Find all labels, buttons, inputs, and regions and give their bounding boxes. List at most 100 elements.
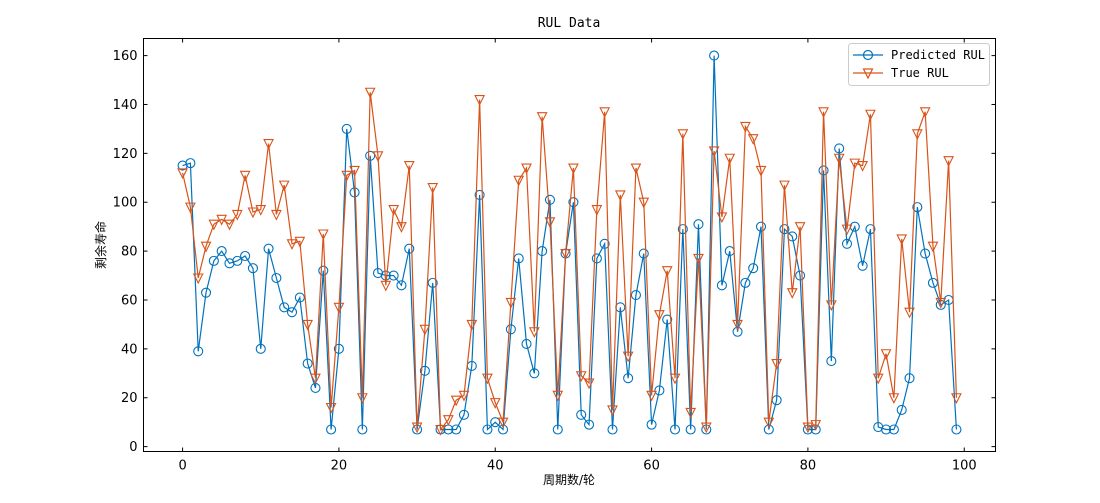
point-true bbox=[693, 253, 704, 265]
point-predicted bbox=[208, 255, 219, 266]
point-true bbox=[435, 424, 446, 436]
point-true bbox=[614, 190, 626, 202]
point-predicted bbox=[294, 292, 305, 303]
point-predicted bbox=[326, 424, 337, 435]
point-true bbox=[700, 422, 712, 434]
point-predicted bbox=[591, 253, 602, 264]
point-true bbox=[231, 209, 243, 221]
y-tick-label: 40 bbox=[121, 342, 138, 357]
point-true bbox=[505, 297, 517, 309]
point-predicted bbox=[763, 424, 774, 435]
point-predicted bbox=[349, 187, 360, 198]
legend-marker-predicted bbox=[862, 49, 874, 61]
point-true bbox=[302, 319, 314, 331]
y-tick-label: 20 bbox=[121, 391, 138, 406]
y-tick-label: 160 bbox=[113, 49, 138, 64]
point-true bbox=[317, 229, 329, 241]
point-predicted bbox=[646, 419, 657, 430]
point-predicted bbox=[224, 258, 235, 269]
point-true bbox=[216, 214, 228, 226]
point-true bbox=[669, 373, 681, 385]
point-true bbox=[396, 222, 407, 233]
point-true bbox=[341, 170, 353, 182]
point-true bbox=[607, 405, 618, 417]
y-tick-label: 120 bbox=[113, 147, 138, 162]
point-true bbox=[403, 161, 415, 172]
point-predicted bbox=[255, 343, 266, 354]
point-true bbox=[466, 319, 478, 331]
point-true bbox=[724, 153, 736, 165]
point-predicted bbox=[693, 219, 704, 230]
point-predicted bbox=[404, 243, 415, 254]
point-true bbox=[591, 205, 603, 216]
x-axis-label: 周期数/轮 bbox=[543, 472, 595, 487]
point-true bbox=[779, 180, 790, 192]
point-predicted bbox=[302, 358, 313, 369]
y-tick-label: 0 bbox=[129, 440, 137, 455]
point-predicted bbox=[623, 373, 634, 384]
point-true bbox=[442, 415, 454, 426]
point-predicted bbox=[216, 246, 227, 257]
point-true bbox=[646, 390, 657, 402]
point-predicted bbox=[185, 158, 196, 169]
point-true bbox=[888, 393, 900, 404]
point-true bbox=[544, 217, 556, 229]
point-predicted bbox=[912, 202, 923, 213]
point-predicted bbox=[240, 250, 251, 262]
point-true bbox=[419, 324, 431, 336]
point-true bbox=[513, 175, 525, 187]
point-predicted bbox=[286, 307, 298, 318]
point-true bbox=[880, 349, 892, 360]
point-predicted bbox=[873, 422, 884, 433]
point-predicted bbox=[318, 265, 329, 276]
point-true bbox=[325, 402, 337, 414]
point-true bbox=[896, 234, 908, 246]
point-predicted bbox=[341, 123, 352, 134]
y-tick-label: 80 bbox=[121, 245, 138, 260]
point-predicted bbox=[755, 221, 767, 232]
point-predicted bbox=[498, 424, 509, 435]
point-predicted bbox=[896, 404, 907, 416]
point-true bbox=[716, 212, 728, 224]
point-true bbox=[192, 273, 204, 285]
point-predicted bbox=[529, 368, 540, 379]
point-true bbox=[794, 222, 806, 233]
point-predicted bbox=[865, 224, 876, 235]
point-true bbox=[927, 241, 939, 253]
point-true bbox=[857, 161, 869, 172]
point-true bbox=[521, 163, 532, 175]
y-tick-label: 140 bbox=[113, 98, 138, 113]
point-predicted bbox=[669, 424, 681, 435]
point-predicted bbox=[716, 280, 727, 291]
point-predicted bbox=[881, 424, 892, 435]
point-predicted bbox=[427, 277, 438, 288]
point-predicted bbox=[607, 424, 618, 435]
point-predicted bbox=[372, 268, 384, 279]
point-true bbox=[786, 288, 798, 299]
point-true bbox=[825, 300, 837, 312]
chart-title: RUL Data bbox=[538, 16, 601, 31]
point-true bbox=[278, 180, 290, 192]
point-true bbox=[294, 236, 306, 248]
x-tick-label: 60 bbox=[643, 459, 660, 474]
point-predicted bbox=[583, 419, 595, 430]
point-true bbox=[654, 310, 665, 321]
point-predicted bbox=[505, 324, 516, 335]
x-tick-label: 20 bbox=[331, 459, 348, 474]
point-true bbox=[411, 422, 423, 434]
point-predicted bbox=[857, 260, 868, 271]
point-true bbox=[732, 319, 743, 331]
point-true bbox=[943, 156, 954, 167]
point-true bbox=[622, 351, 634, 363]
axis-ticks: 0 20 40 60 80 100 0 20 40 60 80 100 120 140 160 bbox=[113, 38, 996, 474]
point-predicted bbox=[654, 385, 665, 396]
point-true bbox=[349, 165, 360, 177]
point-true bbox=[224, 219, 235, 231]
point-true bbox=[489, 398, 501, 409]
point-true bbox=[427, 183, 439, 194]
point-true bbox=[333, 302, 345, 314]
point-true bbox=[583, 378, 595, 390]
point-predicted bbox=[568, 197, 579, 208]
point-true bbox=[818, 107, 829, 119]
